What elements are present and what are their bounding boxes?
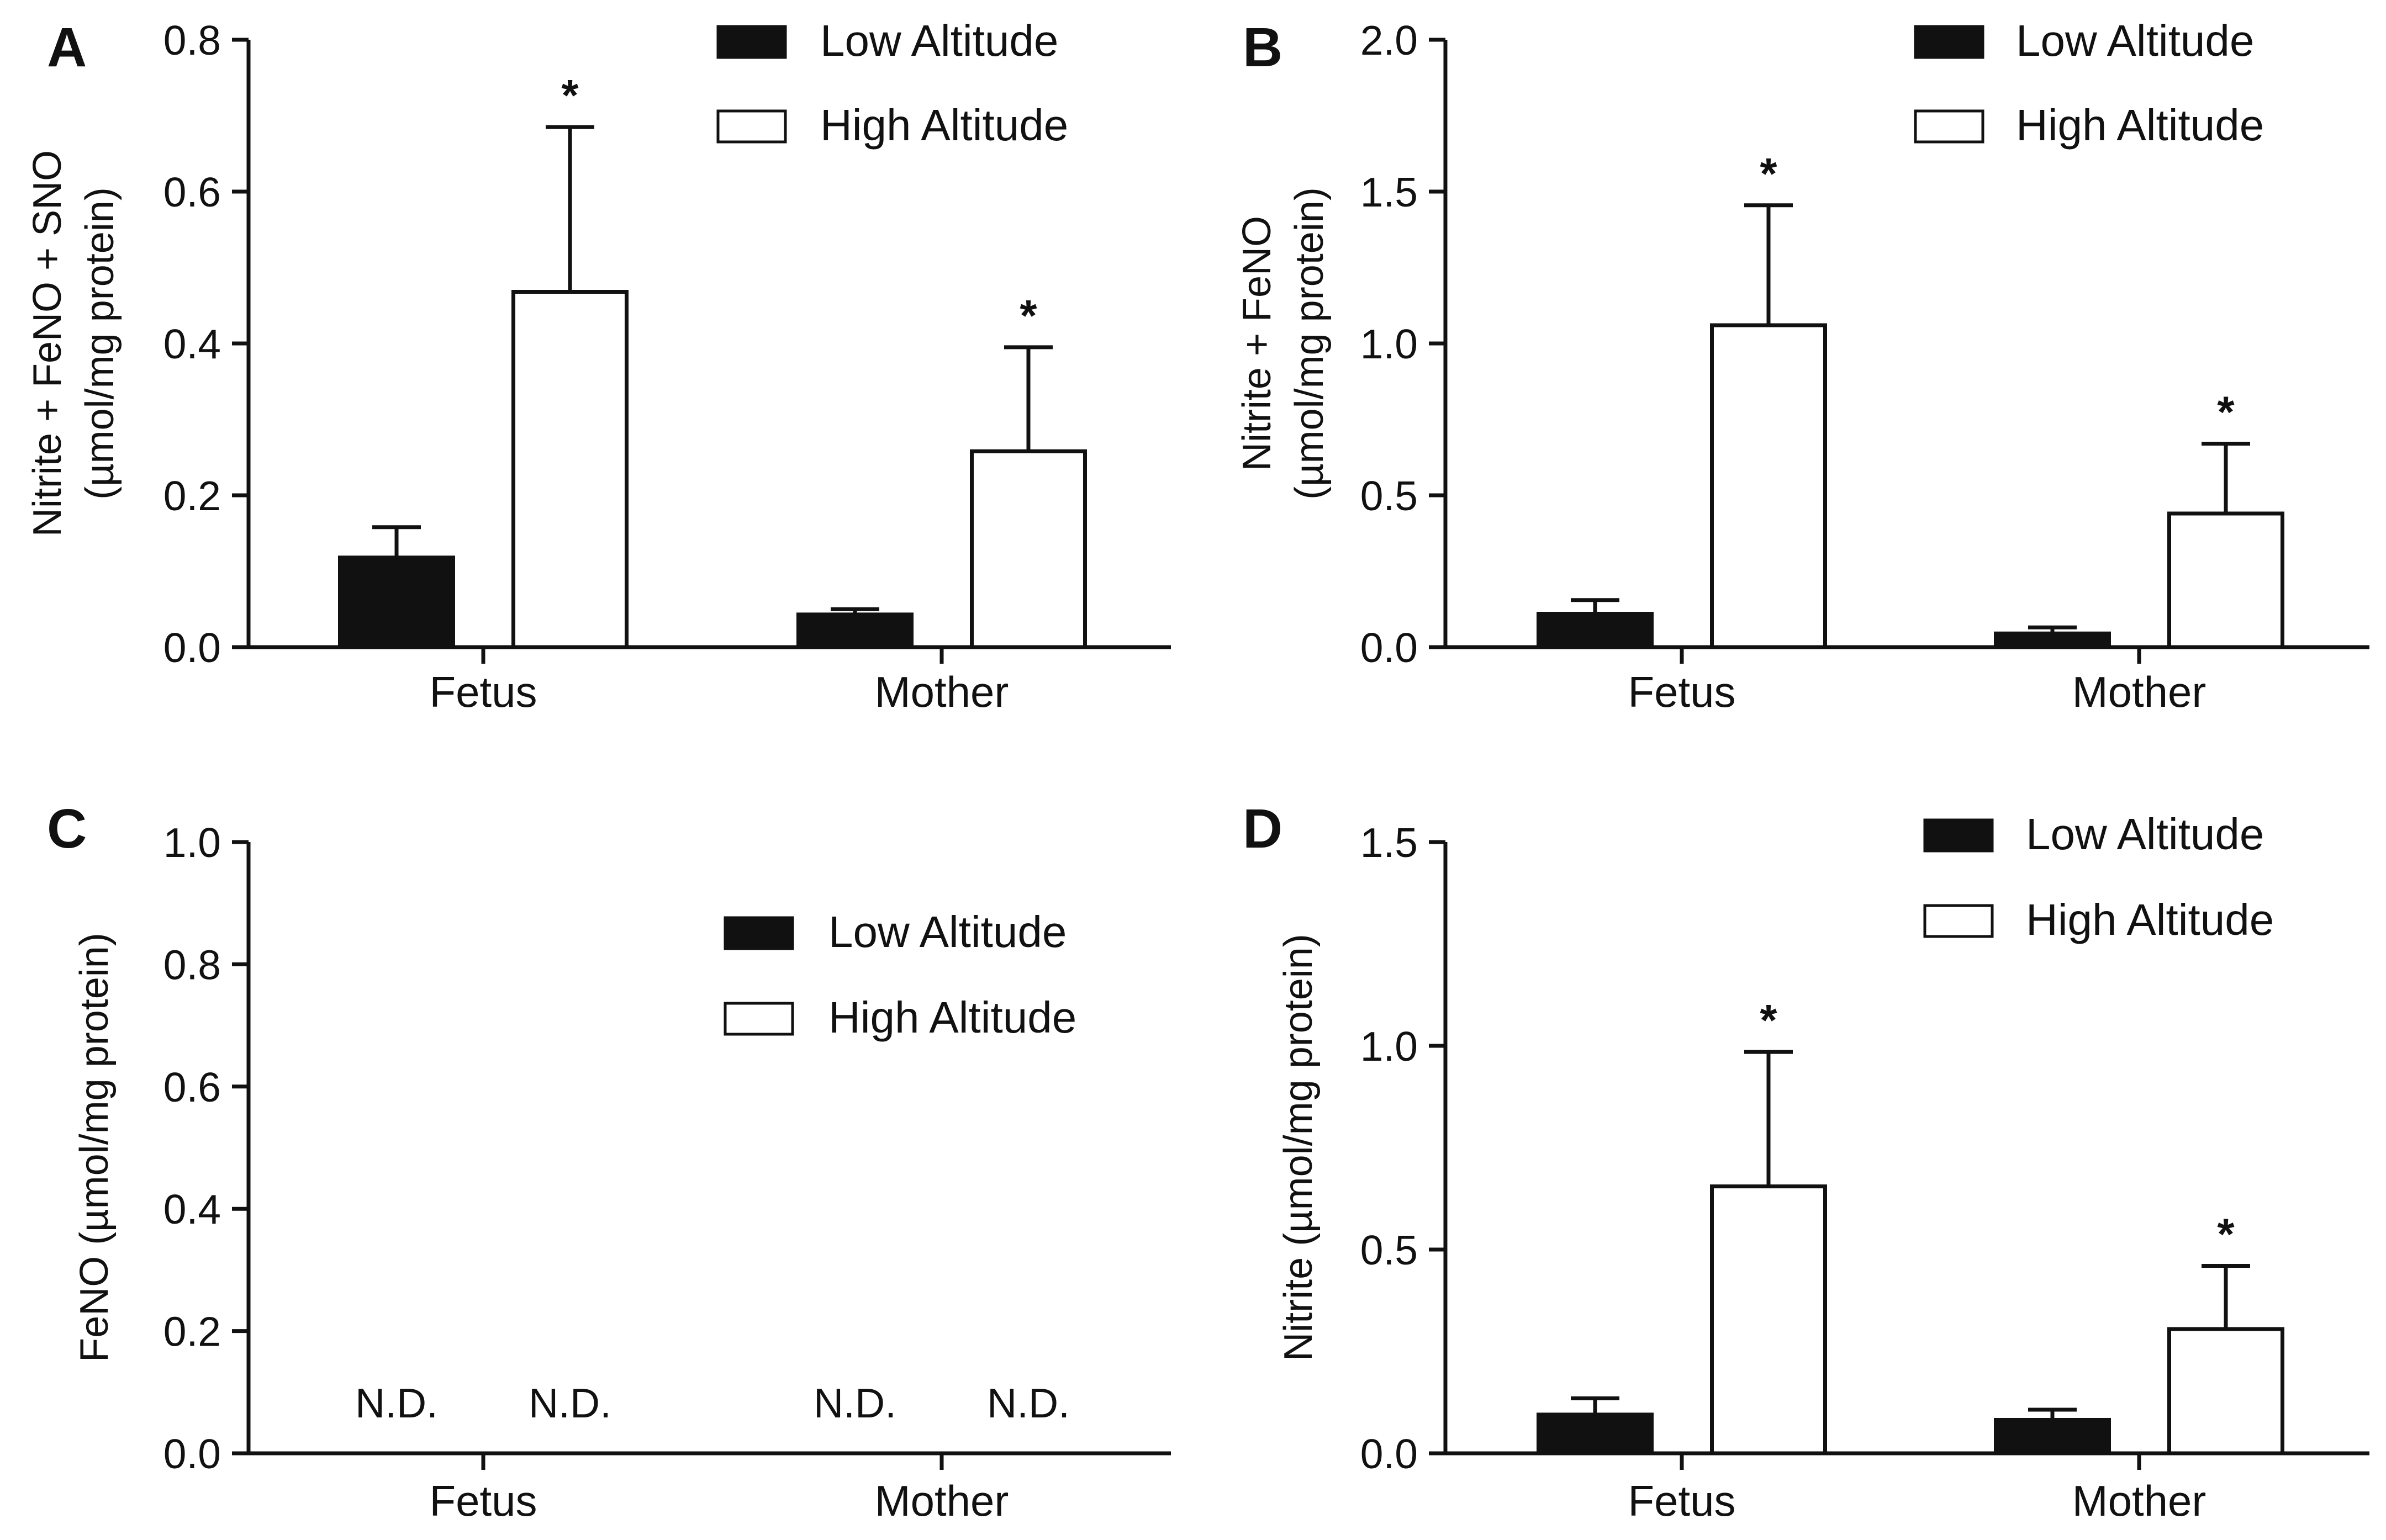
- y-tick-label: 0.0: [163, 625, 221, 671]
- significance-star: *: [2217, 1210, 2235, 1259]
- x-tick-label-fetus: Fetus: [1628, 668, 1735, 716]
- bar-low-altitude-fetus: [338, 555, 455, 649]
- legend-swatch-low-altitude: [724, 916, 794, 950]
- bar-high-altitude-fetus: [1710, 1184, 1827, 1456]
- legend-label-high-altitude: High Altitude: [828, 993, 1076, 1042]
- chart-panel-c: C 0.0 0.2 0.4 0.6 0.8 1.0 FeNO (µmol/mg protein…: [47, 798, 1171, 1525]
- bar-high-altitude-mother: [970, 449, 1087, 649]
- chart-panel-a: A 0.0 0.2 0.4 0.6 0.8 Nitrite + FeNO + SNO (µmo…: [25, 16, 1171, 716]
- x-tick-label-mother: Mother: [2072, 668, 2206, 716]
- legend-swatch-low-altitude: [716, 25, 787, 59]
- y-axis-label-units: (µmol/mg protein): [1287, 187, 1332, 500]
- y-tick-label: 1.5: [1360, 169, 1418, 215]
- legend-label-low-altitude: Low Altitude: [2016, 16, 2254, 65]
- bar-low-altitude-fetus: [1537, 1412, 1654, 1456]
- y-axis-label-units: (µmol/mg protein): [78, 187, 122, 500]
- x-tick-label-mother: Mother: [875, 668, 1009, 716]
- y-tick-label: 0.2: [163, 1309, 221, 1355]
- legend-label-low-altitude: Low Altitude: [820, 16, 1058, 65]
- bar-high-altitude-mother: [2167, 511, 2284, 649]
- legend-label-high-altitude: High Altitude: [2016, 100, 2264, 150]
- y-axis-label: Nitrite (µmol/mg protein): [1276, 934, 1321, 1361]
- panel-letter: C: [47, 798, 87, 860]
- significance-star: *: [2217, 388, 2235, 437]
- legend-label-low-altitude: Low Altitude: [2026, 809, 2264, 859]
- panel-letter: A: [47, 17, 87, 78]
- y-tick-label: 0.5: [1360, 1227, 1418, 1273]
- significance-star: *: [1020, 291, 1037, 340]
- significance-star: *: [1760, 996, 1777, 1045]
- legend-swatch-high-altitude: [716, 109, 787, 144]
- bar-high-altitude-mother: [2167, 1327, 2284, 1456]
- y-tick-label: 0.4: [163, 321, 221, 367]
- legend-label-low-altitude: Low Altitude: [828, 907, 1067, 956]
- bar-low-altitude-fetus: [1537, 612, 1654, 649]
- bar-low-altitude-mother: [796, 612, 914, 649]
- x-tick-label-fetus: Fetus: [429, 668, 537, 716]
- legend-swatch-low-altitude: [1923, 818, 1994, 853]
- y-tick-label: 2.0: [1360, 17, 1418, 63]
- y-tick-label: 0.0: [1360, 625, 1418, 671]
- chart-panel-d: D 0.0 0.5 1.0 1.5 Nitrite (µmol/mg protein) Fe…: [1243, 798, 2369, 1525]
- legend-label-high-altitude: High Altitude: [2026, 895, 2274, 944]
- y-tick-label: 0.5: [1360, 473, 1418, 519]
- x-tick-label-fetus: Fetus: [1628, 1477, 1735, 1525]
- bar-high-altitude-fetus: [511, 290, 629, 649]
- y-tick-label: 0.0: [1360, 1431, 1418, 1477]
- y-tick-label: 0.2: [163, 473, 221, 519]
- y-tick-label: 1.0: [1360, 321, 1418, 367]
- panel-letter: D: [1243, 798, 1282, 860]
- legend-label-high-altitude: High Altitude: [820, 100, 1068, 150]
- not-detected-label: N.D.: [355, 1380, 438, 1426]
- chart-panel-b: B 0.0 0.5 1.0 1.5 2.0 Nitrite + FeNO (µmol/mg p…: [1235, 16, 2369, 716]
- bar-low-altitude-mother: [1994, 631, 2111, 649]
- significance-star: *: [1760, 149, 1777, 198]
- y-axis-label: Nitrite + FeNO: [1235, 216, 1279, 471]
- y-axis-label: Nitrite + FeNO + SNO: [25, 150, 70, 537]
- legend: Low Altitude High Altitude: [724, 907, 1076, 1042]
- legend: Low Altitude High Altitude: [1923, 809, 2274, 944]
- y-tick-label: 1.5: [1360, 819, 1418, 866]
- legend-swatch-low-altitude: [1914, 25, 1984, 59]
- x-tick-label-mother: Mother: [2072, 1477, 2206, 1525]
- not-detected-label: N.D.: [529, 1380, 611, 1426]
- bar-high-altitude-fetus: [1710, 323, 1827, 649]
- not-detected-label: N.D.: [987, 1380, 1070, 1426]
- panel-letter: B: [1243, 17, 1282, 78]
- y-axis-label: FeNO (µmol/mg protein): [72, 933, 117, 1362]
- x-tick-label-mother: Mother: [875, 1477, 1009, 1525]
- legend-swatch-high-altitude: [1914, 109, 1984, 144]
- y-tick-label: 0.0: [163, 1431, 221, 1477]
- y-tick-label: 0.8: [163, 941, 221, 988]
- not-detected-label: N.D.: [814, 1380, 896, 1426]
- bar-low-altitude-mother: [1994, 1417, 2111, 1456]
- y-tick-label: 1.0: [163, 819, 221, 866]
- y-tick-label: 0.8: [163, 17, 221, 63]
- legend: Low Altitude High Altitude: [1914, 16, 2264, 150]
- legend-swatch-high-altitude: [724, 1002, 794, 1036]
- legend: Low Altitude High Altitude: [716, 16, 1068, 150]
- x-tick-label-fetus: Fetus: [429, 1477, 537, 1525]
- significance-star: *: [561, 71, 579, 120]
- legend-swatch-high-altitude: [1923, 904, 1994, 938]
- y-tick-label: 0.6: [163, 169, 221, 215]
- y-tick-label: 0.6: [163, 1064, 221, 1110]
- y-tick-label: 0.4: [163, 1186, 221, 1232]
- y-tick-label: 1.0: [1360, 1023, 1418, 1070]
